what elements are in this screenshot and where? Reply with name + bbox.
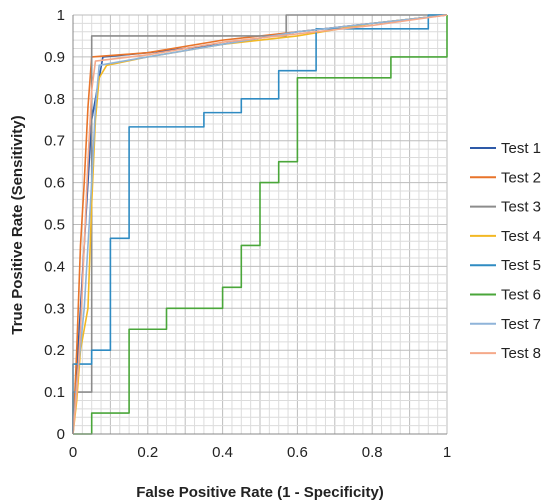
y-tick-label: 0.4 (44, 258, 65, 275)
series-line-6 (73, 15, 448, 435)
y-tick-label: 0.5 (44, 217, 65, 234)
x-axis-title: False Positive Rate (1 - Specificity) (136, 484, 384, 501)
y-tick-label: 0.1 (44, 384, 65, 401)
x-tick-label: 0 (69, 444, 77, 461)
legend-label-7: Test 7 (501, 316, 541, 333)
y-tick-label: 0.8 (44, 91, 65, 108)
grid (72, 14, 448, 435)
y-tick-label: 0.2 (44, 342, 65, 359)
legend-label-1: Test 1 (501, 140, 541, 157)
legend-label-6: Test 6 (501, 287, 541, 304)
x-tick-label: 1 (443, 444, 451, 461)
legend-label-3: Test 3 (501, 199, 541, 216)
y-tick-label: 0.3 (44, 300, 65, 317)
x-tick-label: 0.8 (362, 444, 383, 461)
y-tick-label: 0.9 (44, 49, 65, 66)
y-tick-label: 0.6 (44, 175, 65, 192)
x-tick-label: 0.4 (212, 444, 233, 461)
tick-labels: 0 0.2 0.4 0.6 0.8 1 0 0.1 0.2 0.3 0.4 0.5 0.6 0.7 0.8 0… (44, 7, 451, 461)
legend-label-2: Test 2 (501, 169, 541, 186)
y-axis-title: True Positive Rate (Sensitivity) (9, 115, 26, 334)
x-tick-label: 0.6 (287, 444, 308, 461)
x-tick-label: 0.2 (137, 444, 158, 461)
legend-label-4: Test 4 (501, 228, 541, 245)
legend-label-8: Test 8 (501, 345, 541, 362)
series-line-5 (72, 14, 447, 434)
legend: Test 1 Test 2 Test 3 Test 4 Test 5 Test 6 Test… (470, 140, 541, 362)
y-tick-label: 0 (57, 426, 65, 443)
axes (72, 15, 447, 435)
series-lines (72, 14, 448, 435)
y-tick-label: 0.7 (44, 133, 65, 150)
series-line-7 (72, 14, 448, 435)
series-line-8 (72, 14, 448, 435)
legend-label-5: Test 5 (501, 257, 541, 274)
y-tick-label: 1 (57, 7, 65, 24)
